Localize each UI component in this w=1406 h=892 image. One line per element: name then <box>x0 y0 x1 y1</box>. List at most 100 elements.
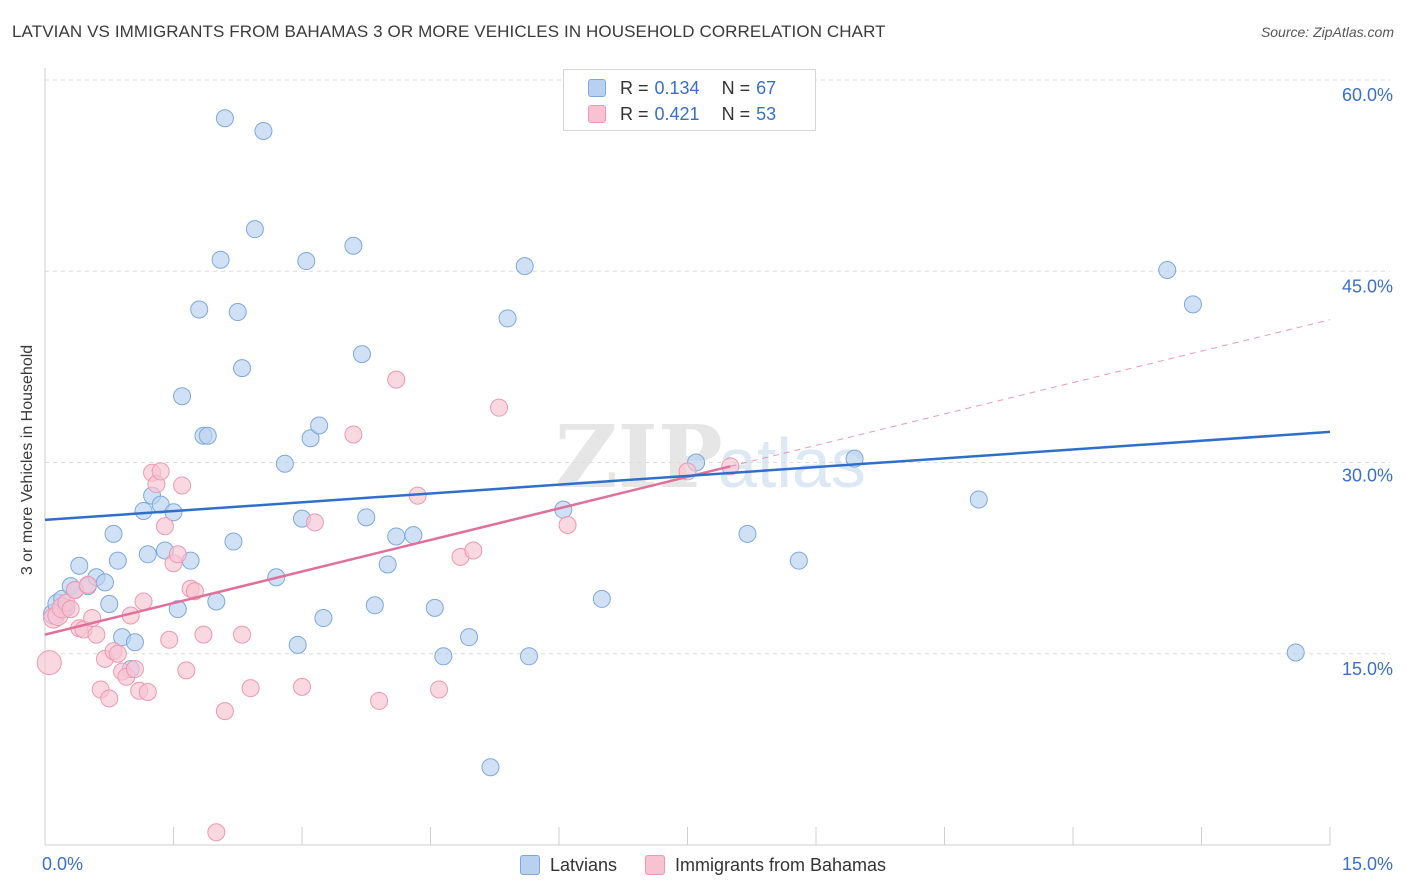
legend-row-latvians: R = 0.134 N = 67 <box>588 77 776 99</box>
latvians-point <box>344 236 363 255</box>
bahamas-point <box>370 691 389 710</box>
latvians-point <box>70 556 89 575</box>
latvians-point <box>100 595 119 614</box>
legend-r-value: 0.134 <box>654 77 700 98</box>
x-tick-label: 0.0% <box>42 854 83 874</box>
bahamas-point <box>177 661 196 680</box>
legend-n-value: 53 <box>756 103 777 124</box>
legend-r-label: R = <box>620 77 649 98</box>
latvians-point <box>297 252 316 271</box>
bahamas-point <box>61 600 80 619</box>
latvians-trend-line <box>44 430 1331 522</box>
latvians-point <box>228 303 247 322</box>
stats-legend: R = 0.134 N = 67 R = 0.421 N = 53 <box>563 69 816 131</box>
bahamas-point <box>36 650 62 676</box>
latvians-point <box>138 545 157 564</box>
bahamas-point <box>387 370 406 389</box>
legend-label-bahamas: Immigrants from Bahamas <box>674 854 887 875</box>
latvians-point <box>738 524 757 543</box>
bahamas-point <box>100 689 119 708</box>
y-tick-label: 60.0% <box>1342 85 1393 105</box>
latvians-point <box>592 589 611 608</box>
bahamas-trend-extension <box>730 319 1331 467</box>
legend-n-value: 67 <box>756 77 777 98</box>
latvians-point <box>378 555 397 574</box>
legend-n-label: N = <box>721 77 751 98</box>
bahamas-point <box>78 575 97 594</box>
bahamas-point <box>241 679 260 698</box>
latvians-point <box>498 309 517 328</box>
latvians-point <box>310 416 329 435</box>
bahamas-point <box>558 515 577 534</box>
latvians-point <box>387 527 406 546</box>
latvians-point <box>1158 260 1177 279</box>
bahamas-point <box>108 644 127 663</box>
latvians-point <box>1286 643 1305 662</box>
latvians-point <box>198 426 217 445</box>
bahamas-point <box>215 702 234 721</box>
latvians-point <box>104 524 123 543</box>
bahamas-point <box>194 625 213 644</box>
latvians-point <box>481 758 500 777</box>
bahamas-point <box>151 462 170 481</box>
legend-r-value: 0.421 <box>654 103 700 124</box>
bahamas-point <box>173 476 192 495</box>
latvians-point <box>207 592 226 611</box>
latvians-point <box>515 257 534 276</box>
latvians-point <box>108 551 127 570</box>
latvians-point <box>95 573 114 592</box>
legend-swatch-bahamas <box>644 855 665 875</box>
latvians-point <box>245 220 264 239</box>
latvians-point <box>233 359 252 378</box>
y-tick-label: 45.0% <box>1342 276 1393 296</box>
latvians-point <box>789 551 808 570</box>
bahamas-point <box>134 592 153 611</box>
latvians-point <box>173 387 192 406</box>
legend-n-label: N = <box>721 103 751 124</box>
y-tick-label: 15.0% <box>1342 659 1393 679</box>
legend-r-label: R = <box>620 103 649 124</box>
legend-item-latvians: Latvians <box>519 854 617 876</box>
legend-row-bahamas: R = 0.421 N = 53 <box>588 103 776 125</box>
bahamas-point <box>138 683 157 701</box>
latvians-point <box>288 635 307 654</box>
bahamas-point <box>125 660 144 679</box>
bahamas-point <box>87 625 106 644</box>
bahamas-point <box>233 625 252 644</box>
legend-item-bahamas: Immigrants from Bahamas <box>644 854 887 876</box>
latvians-point <box>404 526 423 545</box>
bahamas-point <box>293 677 311 696</box>
latvians-point <box>134 501 153 520</box>
bahamas-point <box>155 517 174 536</box>
latvians-point <box>211 250 230 269</box>
bahamas-point <box>430 680 449 699</box>
bahamas-point <box>168 545 187 564</box>
bahamas-point <box>344 425 363 444</box>
latvians-point <box>520 647 539 666</box>
source-credit: Source: ZipAtlas.com <box>1260 24 1394 40</box>
latvians-point <box>125 633 144 652</box>
bahamas-point <box>207 823 226 842</box>
latvians-point <box>365 596 384 615</box>
legend-swatch-latvians <box>519 855 540 875</box>
latvians-point <box>215 109 234 128</box>
latvians-point <box>434 647 453 666</box>
legend-label-latvians: Latvians <box>549 854 617 875</box>
latvians-point <box>1183 295 1202 314</box>
latvians-point <box>314 609 333 628</box>
x-tick-label: 15.0% <box>1342 854 1393 874</box>
latvians-point <box>969 490 988 509</box>
bahamas-trend-line <box>44 465 731 636</box>
latvians-point <box>275 454 294 473</box>
latvians-point <box>352 345 371 364</box>
latvians-point <box>460 628 479 647</box>
bahamas-point <box>160 630 179 649</box>
y-tick-label: 30.0% <box>1342 466 1393 486</box>
bahamas-point <box>490 398 509 417</box>
bahamas-point <box>305 513 324 532</box>
latvians-point <box>357 508 376 527</box>
latvians-point <box>425 598 444 617</box>
chart-title: LATVIAN VS IMMIGRANTS FROM BAHAMAS 3 OR … <box>12 22 886 41</box>
bahamas-point <box>464 541 483 560</box>
